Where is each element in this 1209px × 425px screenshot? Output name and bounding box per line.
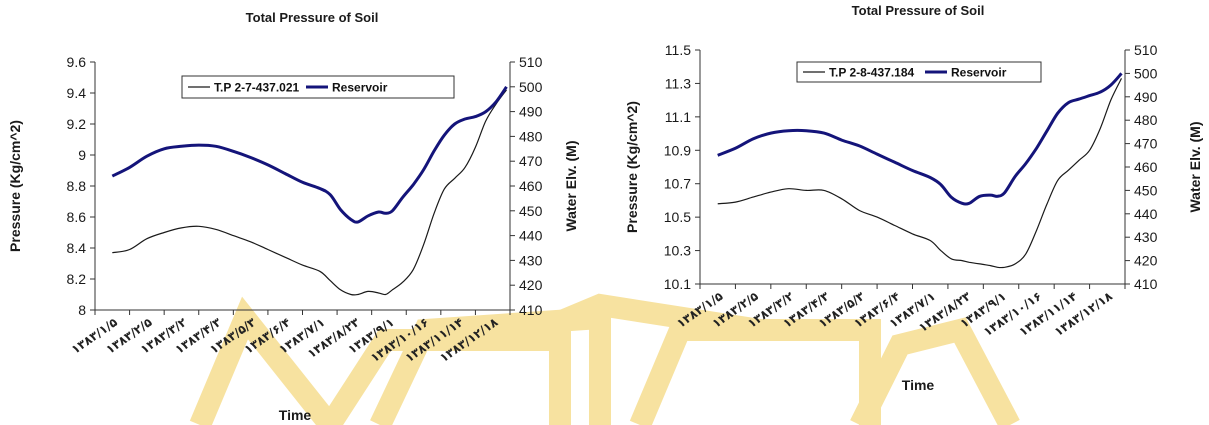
y2-tick-label: 490 bbox=[519, 104, 543, 120]
legend-label: T.P 2-8-437.184 bbox=[829, 66, 914, 80]
y2-tick-label: 460 bbox=[519, 178, 543, 194]
y-tick-label: 8.8 bbox=[67, 178, 87, 194]
y2-tick-label: 460 bbox=[1134, 159, 1158, 175]
y2-tick-label: 490 bbox=[1134, 89, 1158, 105]
y2-tick-label: 500 bbox=[1134, 65, 1158, 81]
y2-tick-label: 420 bbox=[519, 277, 543, 293]
y-tick-label: 10.7 bbox=[664, 176, 691, 192]
y-tick-label: 10.9 bbox=[664, 142, 691, 158]
x-axis-label: Time bbox=[902, 377, 935, 393]
y-tick-label: 9.4 bbox=[67, 85, 87, 101]
y2-tick-label: 510 bbox=[1134, 42, 1158, 58]
series-line-reservoir bbox=[717, 72, 1123, 206]
legend-label: Reservoir bbox=[332, 81, 388, 95]
chart-title: Total Pressure of Soil bbox=[246, 10, 379, 25]
y2-tick-label: 510 bbox=[519, 54, 543, 70]
y2-tick-label: 420 bbox=[1134, 253, 1158, 269]
series-line-pressure bbox=[717, 78, 1123, 269]
y2-tick-label: 480 bbox=[519, 128, 543, 144]
y-tick-label: 10.3 bbox=[664, 243, 691, 259]
y2-tick-label: 440 bbox=[1134, 206, 1158, 222]
legend-label: Reservoir bbox=[951, 66, 1007, 80]
x-axis-label: Time bbox=[279, 407, 312, 423]
y2-tick-label: 430 bbox=[1134, 229, 1158, 245]
legend: T.P 2-7-437.021 Reservoir bbox=[181, 75, 455, 99]
y2-axis-label: Water Elv. (M) bbox=[1187, 121, 1203, 212]
y-tick-label: 9 bbox=[78, 147, 86, 163]
y-tick-label: 11.5 bbox=[665, 42, 691, 58]
y-tick-label: 8.6 bbox=[67, 209, 87, 225]
y-tick-label: 8 bbox=[78, 302, 86, 318]
y-tick-label: 8.4 bbox=[67, 240, 87, 256]
y-axis-label: Pressure (Kg/cm^2) bbox=[624, 101, 640, 233]
y-tick-label: 11.3 bbox=[665, 75, 691, 91]
y-tick-label: 10.1 bbox=[664, 276, 691, 292]
y2-tick-label: 440 bbox=[519, 228, 543, 244]
y2-tick-label: 470 bbox=[1134, 136, 1158, 152]
watermark-logo bbox=[189, 293, 1020, 425]
y-tick-label: 10.5 bbox=[664, 209, 691, 225]
y2-tick-label: 410 bbox=[1134, 276, 1158, 292]
series-line-reservoir bbox=[111, 85, 508, 224]
y2-tick-label: 500 bbox=[519, 79, 543, 95]
y-tick-label: 9.2 bbox=[67, 116, 87, 132]
legend-label: T.P 2-7-437.021 bbox=[214, 81, 299, 95]
y-axis-label: Pressure (Kg/cm^2) bbox=[7, 120, 23, 252]
y2-axis-label: Water Elv. (M) bbox=[563, 140, 579, 231]
y2-tick-label: 450 bbox=[519, 203, 543, 219]
y2-tick-label: 470 bbox=[519, 153, 543, 169]
y2-tick-label: 410 bbox=[519, 302, 543, 318]
y2-tick-label: 430 bbox=[519, 252, 543, 268]
y-tick-label: 11.1 bbox=[665, 109, 691, 125]
y-tick-label: 9.6 bbox=[67, 54, 87, 70]
y2-tick-label: 450 bbox=[1134, 182, 1158, 198]
legend: T.P 2-8-437.184 Reservoir bbox=[796, 61, 1042, 83]
y2-tick-label: 480 bbox=[1134, 112, 1158, 128]
y-tick-label: 8.2 bbox=[67, 271, 87, 287]
chart-title: Total Pressure of Soil bbox=[852, 3, 985, 18]
legend-box bbox=[796, 61, 1042, 83]
series-line-pressure bbox=[112, 89, 507, 296]
